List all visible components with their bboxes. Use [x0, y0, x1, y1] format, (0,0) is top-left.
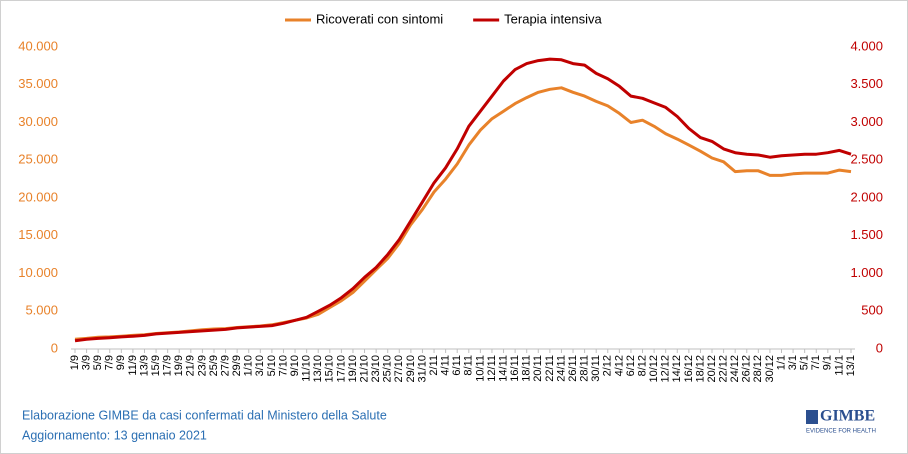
x-tick-label: 19/9 — [173, 355, 185, 376]
x-tick-label: 11/9 — [127, 355, 139, 376]
x-tick-label: 20/12 — [706, 355, 718, 383]
x-tick-label: 5/1 — [799, 355, 811, 370]
x-tick-label: 10/11 — [474, 355, 486, 382]
x-tick-label: 10/12 — [648, 355, 660, 383]
logo-tagline: EVIDENCE FOR HEALTH — [806, 429, 876, 435]
y-tick-label: 2.500 — [850, 152, 883, 167]
x-tick-label: 13/9 — [138, 355, 150, 376]
y-tick-label: 20.000 — [18, 189, 58, 204]
x-tick-label: 18/11 — [521, 355, 533, 382]
y-tick-label: 5.000 — [25, 303, 58, 318]
x-tick-label: 22/12 — [718, 355, 730, 383]
x-tick-label: 8/12 — [636, 355, 648, 376]
y-tick-label: 35.000 — [18, 76, 58, 91]
x-tick-label: 4/12 — [613, 355, 625, 376]
x-tick-label: 30/11 — [590, 355, 602, 382]
x-tick-label: 15/10 — [324, 355, 336, 383]
x-tick-label: 14/12 — [671, 355, 683, 383]
x-tick-label: 26/12 — [741, 355, 753, 383]
x-tick-label: 12/12 — [660, 355, 672, 383]
y-tick-label: 4.000 — [850, 38, 883, 53]
y-tick-label: 1.000 — [850, 265, 883, 280]
x-tick-label: 9/1 — [822, 355, 834, 370]
x-tick-label: 3/9 — [80, 355, 92, 370]
x-tick-label: 29/10 — [405, 355, 417, 383]
y-tick-label: 40.000 — [18, 38, 58, 53]
legend-label: Ricoverati con sintomi — [316, 11, 443, 26]
x-tick-label: 7/1 — [810, 355, 822, 370]
x-tick-label: 31/10 — [416, 355, 428, 383]
x-tick-label: 23/9 — [196, 355, 208, 376]
logo-icon — [806, 410, 818, 424]
y-tick-label: 10.000 — [18, 265, 58, 280]
legend-label: Terapia intensiva — [504, 11, 602, 26]
x-tick-label: 11/10 — [301, 355, 313, 382]
y-tick-label: 30.000 — [18, 114, 58, 129]
x-tick-label: 22/11 — [544, 355, 556, 382]
x-tick-label: 21/9 — [185, 355, 197, 376]
x-tick-label: 30/12 — [764, 355, 776, 383]
x-tick-label: 9/9 — [115, 355, 127, 370]
y-tick-label: 3.000 — [850, 114, 883, 129]
x-tick-label: 27/9 — [219, 355, 231, 376]
x-tick-label: 6/12 — [625, 355, 637, 376]
x-tick-label: 20/11 — [532, 355, 544, 382]
x-tick-label: 8/11 — [463, 355, 475, 376]
x-tick-label: 7/9 — [104, 355, 116, 370]
x-tick-label: 1/9 — [69, 355, 81, 370]
x-tick-label: 4/11 — [440, 355, 452, 376]
x-tick-label: 3/1 — [787, 355, 799, 370]
y-tick-label: 25.000 — [18, 152, 58, 167]
x-tick-label: 24/11 — [555, 355, 567, 382]
y-tick-label: 15.000 — [18, 227, 58, 242]
x-tick-label: 5/9 — [92, 355, 104, 370]
y-tick-label: 500 — [861, 303, 883, 318]
x-tick-label: 24/12 — [729, 355, 741, 383]
y-tick-label: 0 — [876, 340, 883, 355]
y-tick-label: 1.500 — [850, 227, 883, 242]
series-line — [74, 57, 852, 343]
x-tick-label: 15/9 — [150, 355, 162, 376]
x-tick-label: 9/10 — [289, 355, 301, 376]
x-tick-label: 16/11 — [509, 355, 521, 382]
x-tick-label: 21/10 — [358, 355, 370, 383]
x-tick-label: 17/10 — [335, 355, 347, 383]
x-tick-label: 25/10 — [382, 355, 394, 383]
x-tick-label: 19/10 — [347, 355, 359, 383]
x-tick-label: 28/12 — [752, 355, 764, 383]
x-tick-label: 3/10 — [254, 355, 266, 376]
y-tick-label: 0 — [51, 340, 58, 355]
x-tick-label: 26/11 — [567, 355, 579, 382]
x-tick-label: 14/11 — [497, 355, 509, 382]
x-tick-label: 12/11 — [486, 355, 498, 382]
x-tick-label: 6/11 — [451, 355, 463, 376]
x-tick-label: 1/1 — [775, 355, 787, 370]
x-tick-label: 29/9 — [231, 355, 243, 376]
logo: GIMBE — [820, 408, 875, 425]
x-tick-label: 1/10 — [243, 355, 255, 376]
x-tick-label: 7/10 — [277, 355, 289, 376]
x-tick-label: 11/1 — [833, 355, 845, 376]
x-tick-label: 28/11 — [579, 355, 591, 382]
x-tick-label: 25/9 — [208, 355, 220, 376]
x-tick-label: 2/11 — [428, 355, 440, 376]
note: Elaborazione GIMBE da casi confermati da… — [22, 408, 387, 422]
x-tick-label: 23/10 — [370, 355, 382, 383]
x-tick-label: 2/12 — [602, 355, 614, 376]
x-tick-label: 13/1 — [845, 355, 857, 376]
y-tick-label: 3.500 — [850, 76, 883, 91]
x-tick-label: 5/10 — [266, 355, 278, 376]
x-tick-label: 16/12 — [683, 355, 695, 383]
note: Aggiornamento: 13 gennaio 2021 — [22, 428, 207, 442]
x-tick-label: 18/12 — [694, 355, 706, 383]
y-tick-label: 2.000 — [850, 189, 883, 204]
x-tick-label: 17/9 — [162, 355, 174, 376]
x-tick-label: 13/10 — [312, 355, 324, 383]
x-tick-label: 27/10 — [393, 355, 405, 383]
